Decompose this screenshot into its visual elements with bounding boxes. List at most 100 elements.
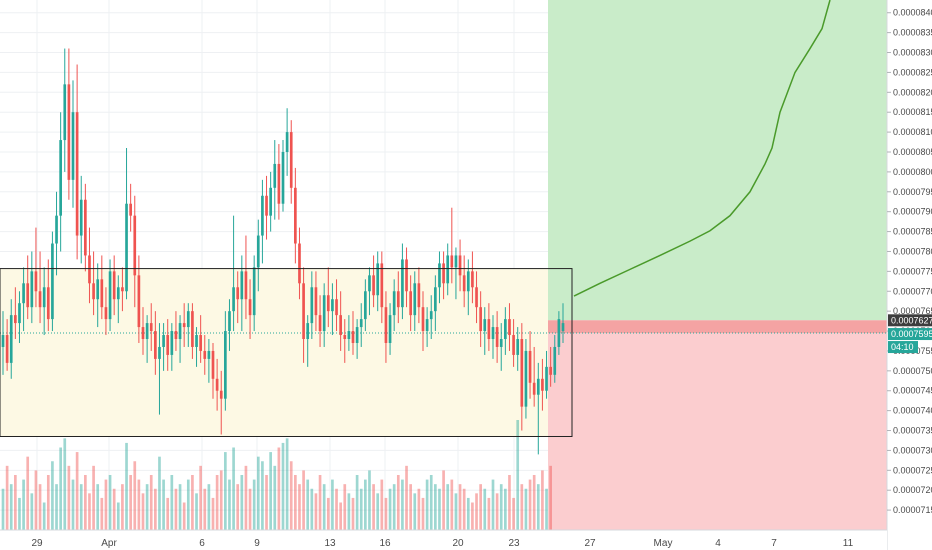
volume-bar: [187, 480, 190, 530]
time-tick-label: 23: [508, 538, 520, 549]
volume-bar: [212, 498, 215, 530]
candle-body: [100, 279, 103, 307]
candle-body: [269, 188, 272, 216]
volume-bar: [450, 480, 453, 530]
candle-body: [117, 287, 120, 299]
candle-body: [199, 335, 202, 351]
candle-body: [294, 188, 297, 244]
volume-bar: [479, 484, 482, 530]
volume-bar: [51, 461, 54, 530]
candle-body: [51, 244, 54, 320]
price-tick-label: 0.00008150: [893, 107, 932, 117]
time-tick-label: May: [654, 538, 673, 549]
candle-body: [306, 323, 309, 339]
candle-body: [245, 271, 248, 299]
candle-body: [442, 263, 445, 283]
candle-body: [88, 255, 91, 283]
volume-bar: [6, 466, 9, 530]
volume-bar: [203, 489, 206, 530]
candle-body: [35, 271, 38, 291]
time-tick-label: 29: [31, 538, 43, 549]
candle-body: [459, 255, 462, 275]
candle-body: [409, 291, 412, 315]
take-profit-zone: [548, 0, 887, 320]
price-tick-label: 0.00008100: [893, 127, 932, 137]
volume-bar: [533, 475, 536, 530]
candle-body: [558, 319, 561, 347]
volume-bar: [273, 466, 276, 530]
volume-bar: [170, 475, 173, 530]
volume-bar: [525, 489, 528, 530]
volume-bar: [529, 480, 532, 530]
stop-price-label: 0.0007595: [891, 329, 932, 339]
volume-bar: [216, 475, 219, 530]
candle-body: [39, 291, 42, 307]
price-axis[interactable]: 0.00007150 0.00007200 0.00007250 0.00007300…: [887, 0, 932, 550]
volume-bar: [310, 489, 313, 530]
price-tick-label: 0.00007800: [893, 246, 932, 256]
volume-bar: [146, 484, 149, 530]
candle-body: [545, 367, 548, 391]
volume-bar: [298, 484, 301, 530]
candle-body: [68, 84, 71, 179]
volume-bar: [129, 475, 132, 530]
candle-body: [224, 331, 227, 399]
volume-bar: [26, 457, 29, 530]
volume-bar: [339, 503, 342, 531]
candle-body: [43, 287, 46, 307]
candle-body: [401, 259, 404, 307]
volume-bar: [249, 489, 252, 530]
candle-body: [2, 335, 5, 347]
candle-body: [240, 271, 243, 299]
candle-body: [529, 351, 532, 383]
volume-bar: [199, 466, 202, 530]
volume-bar: [512, 498, 515, 530]
candle-body: [76, 112, 79, 235]
candle-body: [138, 275, 141, 327]
candle-body: [430, 311, 433, 319]
volume-bar: [504, 489, 507, 530]
countdown-label: 04:10: [891, 342, 914, 352]
price-tick-label: 0.00008000: [893, 167, 932, 177]
candle-body: [72, 112, 75, 180]
candle-body: [92, 283, 95, 299]
volume-bar: [475, 493, 478, 530]
volume-bar: [224, 452, 227, 530]
volume-bar: [88, 493, 91, 530]
candle-body: [84, 200, 87, 256]
volume-bar: [422, 498, 425, 530]
volume-bar: [125, 443, 128, 530]
volume-bar: [380, 480, 383, 530]
volume-bar: [138, 480, 141, 530]
volume-bar: [352, 498, 355, 530]
candle-body: [195, 335, 198, 347]
volume-bar: [63, 438, 66, 530]
volume-bar: [488, 498, 491, 530]
price-tick-label: 0.00007850: [893, 227, 932, 237]
candle-body: [133, 216, 136, 276]
candle-body: [467, 271, 470, 291]
candle-body: [549, 367, 552, 375]
volume-bar: [306, 480, 309, 530]
candle-body: [310, 287, 313, 323]
volume-bar: [100, 498, 103, 530]
candle-body: [212, 351, 215, 379]
volume-bar: [500, 484, 503, 530]
candle-body: [253, 267, 256, 315]
volume-bar: [265, 475, 268, 530]
candle-body: [393, 291, 396, 315]
volume-bar: [80, 484, 83, 530]
price-tick-label: 0.00007350: [893, 426, 932, 436]
candle-body: [450, 255, 453, 267]
volume-bar: [282, 443, 285, 530]
candle-body: [203, 351, 206, 359]
volume-bar: [389, 489, 392, 530]
candle-body: [80, 200, 83, 236]
volume-bar: [232, 448, 235, 531]
candle-body: [278, 164, 281, 204]
time-tick-label: 9: [254, 538, 260, 549]
candle-body: [492, 327, 495, 339]
time-tick-label: 13: [324, 538, 336, 549]
time-axis[interactable]: 29 Apr 6 9 13 16 20 23 27 May 4 7 11: [0, 530, 887, 550]
